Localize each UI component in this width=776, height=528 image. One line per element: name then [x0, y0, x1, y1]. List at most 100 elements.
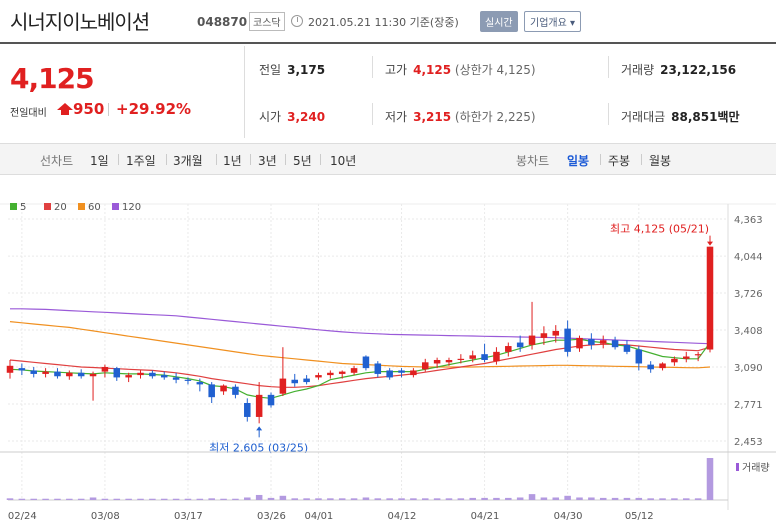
volume-bar	[101, 498, 109, 500]
candle-body	[410, 370, 417, 376]
x-tick-label: 04/01	[304, 511, 333, 522]
volume-bar	[30, 498, 37, 500]
prev-close-label: 전일	[259, 63, 282, 77]
y-tick-label: 4,044	[734, 252, 763, 263]
divider	[372, 56, 373, 78]
candle-daily[interactable]: 일봉	[567, 154, 590, 168]
volume-bar	[232, 498, 239, 500]
stock-name: 시너지이노베이션	[10, 10, 150, 34]
volume-bar	[552, 497, 560, 500]
period-3y[interactable]: 3년	[258, 154, 277, 168]
volume-bar	[694, 498, 702, 500]
low-label: 저가	[385, 110, 408, 124]
volume-bar	[113, 498, 121, 500]
candle-body	[291, 379, 299, 384]
volume-bar	[160, 498, 168, 500]
x-tick-label: 03/17	[174, 511, 203, 522]
volume-bar	[706, 458, 714, 500]
volume-bar	[398, 498, 405, 500]
candle-body	[327, 372, 334, 376]
volume-bar	[576, 497, 583, 500]
up-arrow-icon	[57, 103, 73, 115]
timestamp: 2021.05.21 11:30 기준(장중)	[308, 16, 459, 29]
legend-swatch	[112, 203, 119, 210]
candle-body	[671, 358, 678, 363]
y-tick-label: 2,771	[734, 400, 763, 411]
candle-body	[469, 355, 476, 359]
divider	[641, 154, 642, 165]
price-diff: 950	[73, 100, 105, 118]
candle-monthly[interactable]: 월봉	[649, 154, 672, 168]
volume-bar	[172, 498, 180, 500]
period-5y[interactable]: 5년	[293, 154, 312, 168]
x-tick-label: 05/12	[625, 511, 654, 522]
candle-body	[279, 378, 287, 394]
period-1d[interactable]: 1일	[90, 154, 109, 168]
candle-body	[303, 378, 310, 383]
candle-body	[421, 362, 429, 370]
divider	[118, 154, 119, 165]
candle-body	[113, 368, 121, 378]
candle-body	[516, 342, 524, 348]
period-10y[interactable]: 10년	[330, 154, 357, 168]
volume-bar	[516, 497, 524, 500]
volume-bar	[481, 497, 488, 500]
candle-body	[338, 371, 346, 374]
company-overview-dropdown[interactable]: 기업개요 ▾	[524, 11, 581, 32]
volume-cell: 거래량 23,122,156	[621, 61, 736, 78]
divider	[108, 103, 109, 116]
candle-body	[706, 246, 714, 350]
divider	[600, 154, 601, 165]
candle-body	[196, 382, 204, 385]
legend-swatch	[44, 203, 51, 210]
x-tick-label: 04/12	[388, 511, 417, 522]
stock-header: 시너지이노베이션 048870 코스닥 2021.05.21 11:30 기준(…	[0, 0, 776, 44]
volume-bar	[244, 497, 251, 500]
prev-close-cell: 전일 3,175	[259, 61, 325, 78]
candle-body	[244, 402, 251, 417]
candle-body	[18, 368, 26, 371]
candle-chart-label: 봉차트	[516, 154, 550, 168]
stock-code: 048870	[197, 15, 248, 29]
legend-swatch	[78, 203, 85, 210]
stock-chart: 4,363 4,044 3,726 3,408 3,090 2,771 2,453 02/24…	[0, 202, 776, 522]
min-price-annotation: 최저 2,605 (03/25)	[209, 441, 308, 454]
volume-bar	[208, 498, 215, 500]
candle-body	[694, 354, 702, 356]
volume-bar	[66, 498, 73, 500]
volume-bar	[671, 498, 678, 500]
open-value: 3,240	[287, 110, 326, 124]
candle-body	[184, 379, 192, 381]
price-panel: 4,125 전일대비 950 +29.92%	[0, 46, 245, 138]
candle-body	[6, 365, 14, 373]
volume-bar	[303, 498, 310, 500]
period-1w[interactable]: 1주일	[126, 154, 156, 168]
volume-bar	[149, 498, 156, 500]
divider	[372, 103, 373, 125]
volume-bar	[611, 497, 619, 500]
legend-label: 20	[54, 202, 67, 213]
low-cell: 저가 3,215 (하한가 2,225)	[385, 108, 536, 125]
candle-body	[505, 346, 512, 352]
period-1y[interactable]: 1년	[223, 154, 242, 168]
candle-body	[101, 366, 109, 372]
candle-body	[659, 363, 666, 369]
candle-body	[386, 370, 393, 378]
candle-body	[89, 373, 97, 377]
volume-bar	[137, 498, 144, 500]
volume-bar	[338, 498, 346, 500]
realtime-button[interactable]: 실시간	[480, 11, 518, 32]
candle-weekly[interactable]: 주봉	[608, 154, 631, 168]
candle-body	[599, 340, 607, 344]
candle-body	[232, 386, 239, 395]
volume-legend-swatch	[736, 463, 739, 471]
candle-body	[576, 337, 583, 349]
candle-body	[647, 364, 654, 370]
y-tick-label: 3,726	[734, 289, 763, 300]
volume-bar	[77, 498, 85, 500]
volume-bar	[315, 498, 322, 500]
legend-label: 5	[20, 202, 26, 213]
divider	[608, 56, 609, 78]
candle-body	[54, 371, 61, 377]
period-3m[interactable]: 3개월	[173, 154, 203, 168]
